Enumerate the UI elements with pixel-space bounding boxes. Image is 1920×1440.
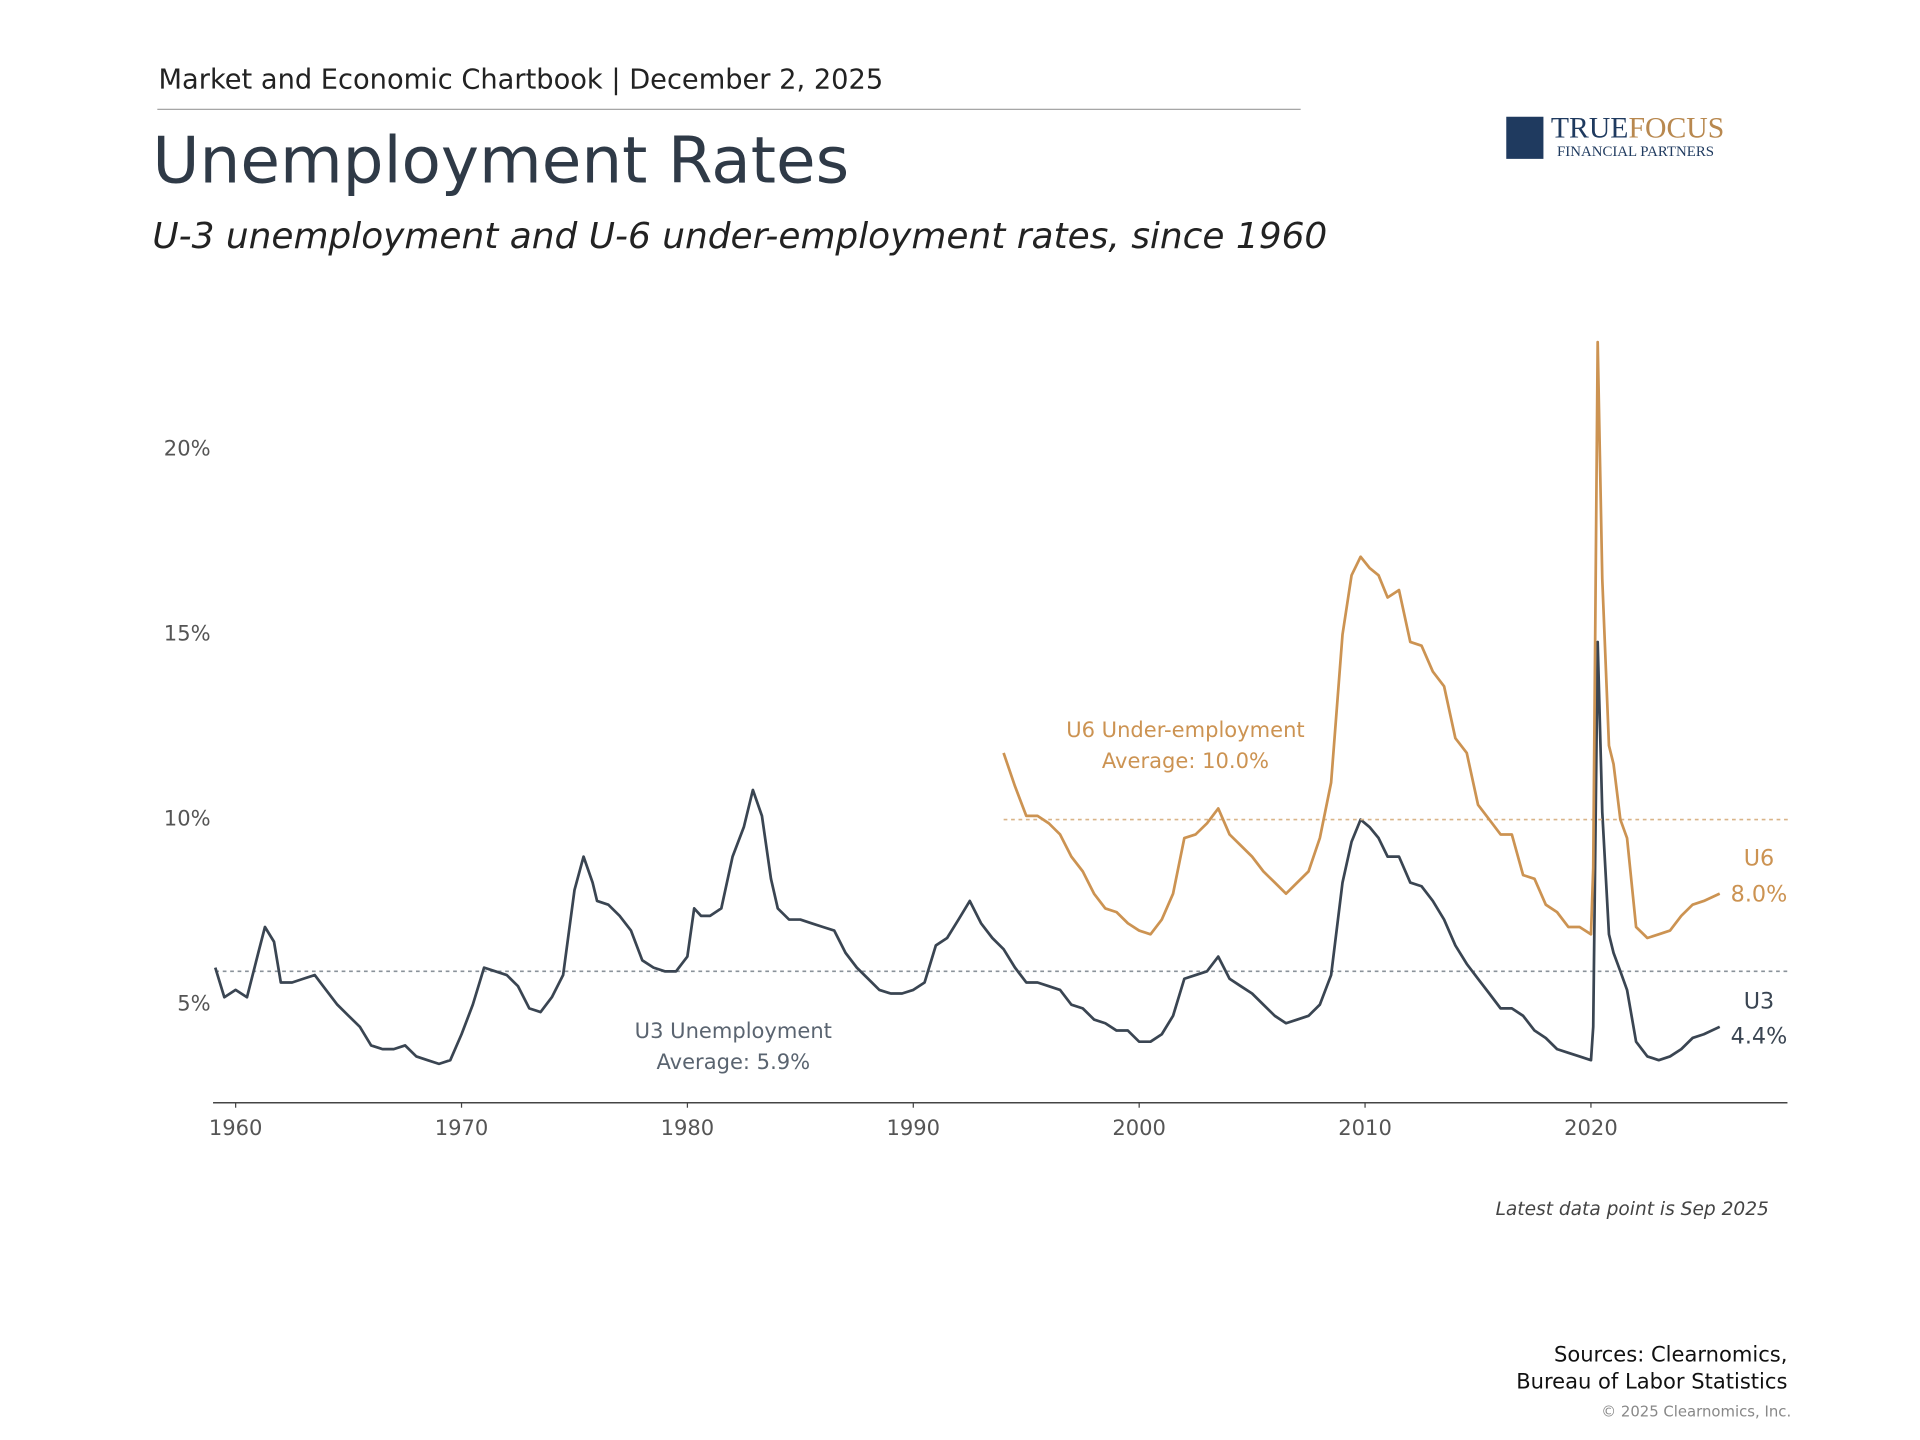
chart-subtitle: U-3 unemployment and U-6 under-employmen… [152,216,1327,257]
x-tick-label: 1980 [661,1115,715,1140]
sources: Bureau of Labor Statistics [1516,1369,1787,1394]
logo-icon [1506,116,1544,159]
y-tick-label: 5% [177,991,210,1016]
end-value-label: 8.0% [1731,881,1788,907]
sources: Sources: Clearnomics, [1554,1341,1787,1366]
note: Latest data point is Sep 2025 [1496,1199,1769,1220]
u3-average-label: Average: 5.9% [656,1049,810,1074]
x-tick-label: 2010 [1338,1115,1392,1140]
header: Market and Economic Chartbook | December… [159,64,884,95]
x-tick-label: 2000 [1112,1115,1166,1140]
x-tick-label: 2020 [1564,1115,1618,1140]
copyright: © 2025 Clearnomics, Inc. [1601,1402,1791,1420]
x-tick-label: 1990 [887,1115,941,1140]
logo-name: TRUEFOCUS [1551,112,1724,144]
logo-sub: FINANCIAL PARTNERS [1557,144,1714,160]
y-tick-label: 10% [164,806,211,831]
logo-name-1: TRUE [1551,112,1629,144]
series-line [213,640,1721,1066]
u3-annotation: U3 Unemployment [635,1018,832,1043]
y-tick-label: 20% [164,435,211,460]
x-tick-label: 1960 [209,1115,263,1140]
legend-label: U6 [1744,845,1775,871]
y-tick-label: 15% [164,621,211,646]
legend-label: U3 [1744,989,1775,1015]
u6-annotation: U6 Under-employment [1066,717,1304,742]
logo-name-2: FOCUS [1628,112,1724,144]
u6-average-label: Average: 10.0% [1102,748,1269,773]
chart-title: Unemployment Rates [152,124,849,199]
end-value-label: 4.4% [1731,1023,1788,1049]
series-line [1002,340,1721,940]
x-tick-label: 1970 [435,1115,489,1140]
logo: TRUEFOCUS FINANCIAL PARTNERS [1506,112,1724,160]
